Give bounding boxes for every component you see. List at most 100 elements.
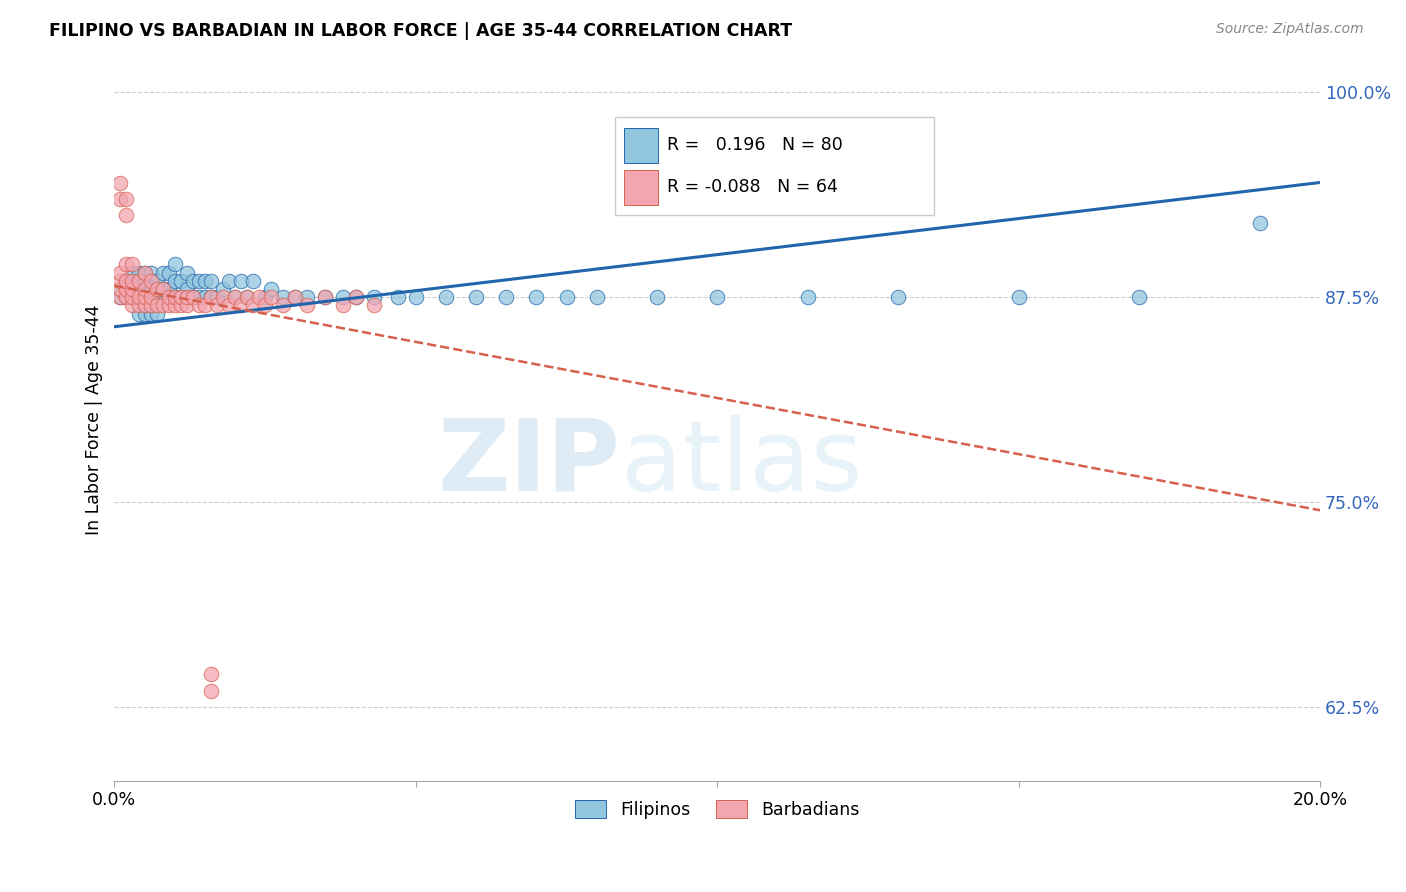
Point <box>194 274 217 288</box>
Point <box>115 290 138 304</box>
Y-axis label: In Labor Force | Age 35-44: In Labor Force | Age 35-44 <box>86 305 103 535</box>
Point <box>200 667 222 681</box>
Point <box>332 290 354 304</box>
Point <box>121 266 143 280</box>
Point <box>200 290 222 304</box>
Point <box>128 290 150 304</box>
Text: atlas: atlas <box>621 415 862 512</box>
Point <box>170 290 193 304</box>
Point <box>187 274 209 288</box>
Point <box>115 257 138 271</box>
Point <box>139 290 162 304</box>
Point <box>194 298 217 312</box>
Point <box>134 282 156 296</box>
Point <box>139 274 162 288</box>
Point <box>110 176 132 190</box>
Point <box>645 290 668 304</box>
Point <box>236 290 259 304</box>
Point <box>139 307 162 321</box>
Point <box>134 274 156 288</box>
Point <box>344 290 367 304</box>
Point <box>176 298 198 312</box>
Point <box>212 282 235 296</box>
Point <box>110 282 132 296</box>
Point <box>145 282 167 296</box>
Point <box>170 290 193 304</box>
Point <box>163 274 186 288</box>
Point <box>271 298 294 312</box>
Point <box>176 266 198 280</box>
Point <box>139 298 162 312</box>
Point <box>465 290 488 304</box>
Point <box>706 290 728 304</box>
Point <box>134 290 156 304</box>
FancyBboxPatch shape <box>614 117 934 215</box>
Point <box>110 282 132 296</box>
Point <box>157 282 180 296</box>
Point <box>115 282 138 296</box>
Point <box>205 298 228 312</box>
Point <box>121 290 143 304</box>
Point <box>121 274 143 288</box>
Point <box>200 290 222 304</box>
Point <box>887 290 910 304</box>
Point <box>110 274 132 288</box>
Point <box>260 282 283 296</box>
Point <box>152 298 174 312</box>
Point <box>344 830 367 845</box>
Point <box>163 257 186 271</box>
Point <box>157 266 180 280</box>
Point <box>121 298 143 312</box>
Point <box>524 290 547 304</box>
Point <box>271 290 294 304</box>
Point <box>254 298 277 312</box>
Point <box>139 266 162 280</box>
Point <box>134 282 156 296</box>
Point <box>157 290 180 304</box>
Point <box>134 266 156 280</box>
Point <box>187 298 209 312</box>
Point <box>145 290 167 304</box>
Point <box>314 290 336 304</box>
Point <box>145 307 167 321</box>
Point <box>247 290 270 304</box>
Point <box>181 290 204 304</box>
Point <box>128 298 150 312</box>
Point <box>555 290 578 304</box>
Point <box>363 298 385 312</box>
FancyBboxPatch shape <box>624 169 658 204</box>
Point <box>170 274 193 288</box>
Point <box>157 298 180 312</box>
Point <box>110 266 132 280</box>
Point <box>1249 217 1271 231</box>
Point <box>212 290 235 304</box>
Point <box>387 290 409 304</box>
Point <box>297 290 319 304</box>
Point <box>121 282 143 296</box>
Point <box>145 298 167 312</box>
Text: FILIPINO VS BARBADIAN IN LABOR FORCE | AGE 35-44 CORRELATION CHART: FILIPINO VS BARBADIAN IN LABOR FORCE | A… <box>49 22 793 40</box>
Point <box>115 290 138 304</box>
Point <box>314 290 336 304</box>
Point <box>332 298 354 312</box>
Point <box>121 274 143 288</box>
Point <box>145 274 167 288</box>
Point <box>218 298 240 312</box>
Point <box>115 208 138 222</box>
Point <box>121 282 143 296</box>
Point <box>363 290 385 304</box>
Point <box>121 290 143 304</box>
Point <box>163 290 186 304</box>
Point <box>128 266 150 280</box>
Point <box>181 274 204 288</box>
Point <box>134 290 156 304</box>
Point <box>152 266 174 280</box>
Point <box>260 290 283 304</box>
Point <box>128 282 150 296</box>
FancyBboxPatch shape <box>624 128 658 162</box>
Point <box>176 290 198 304</box>
Point <box>128 307 150 321</box>
Point <box>344 290 367 304</box>
Point <box>585 290 607 304</box>
Point <box>128 290 150 304</box>
